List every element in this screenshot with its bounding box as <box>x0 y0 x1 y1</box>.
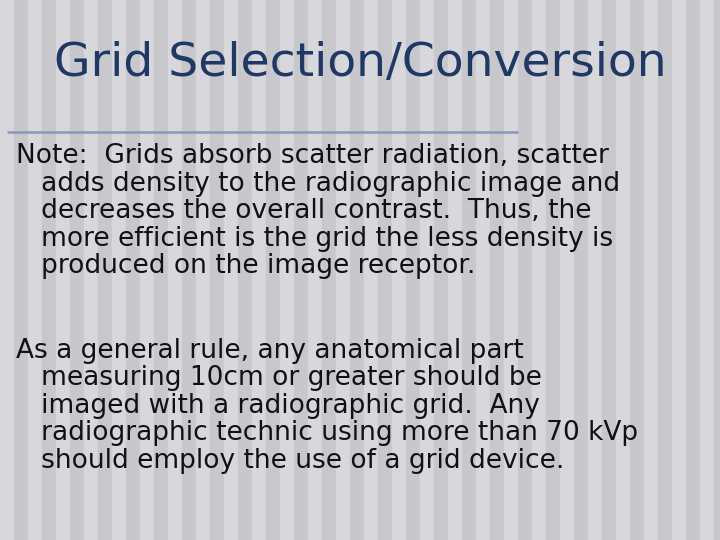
Text: should employ the use of a grid device.: should employ the use of a grid device. <box>16 448 564 474</box>
Text: adds density to the radiographic image and: adds density to the radiographic image a… <box>16 171 620 197</box>
Text: Note:  Grids absorb scatter radiation, scatter: Note: Grids absorb scatter radiation, sc… <box>16 143 608 169</box>
Text: produced on the image receptor.: produced on the image receptor. <box>16 253 475 279</box>
Text: Grid Selection/Conversion: Grid Selection/Conversion <box>54 40 666 85</box>
Text: As a general rule, any anatomical part: As a general rule, any anatomical part <box>16 338 523 363</box>
Text: more efficient is the grid the less density is: more efficient is the grid the less dens… <box>16 226 613 252</box>
Text: decreases the overall contrast.  Thus, the: decreases the overall contrast. Thus, th… <box>16 198 591 224</box>
Text: measuring 10cm or greater should be: measuring 10cm or greater should be <box>16 365 541 391</box>
Text: radiographic technic using more than 70 kVp: radiographic technic using more than 70 … <box>16 420 638 446</box>
Text: imaged with a radiographic grid.  Any: imaged with a radiographic grid. Any <box>16 393 540 418</box>
